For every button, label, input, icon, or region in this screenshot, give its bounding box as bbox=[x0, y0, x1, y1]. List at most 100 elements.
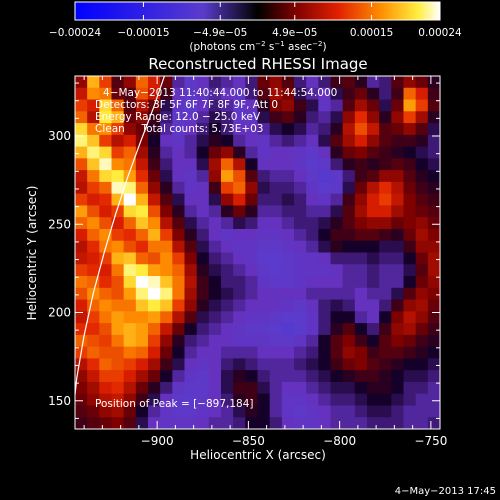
heatmap-cell bbox=[184, 99, 198, 112]
heatmap-cell bbox=[184, 334, 198, 348]
heatmap-cell bbox=[427, 111, 440, 124]
heatmap-cell bbox=[391, 405, 405, 418]
heatmap-cell bbox=[318, 381, 332, 395]
heatmap-cell bbox=[233, 358, 246, 371]
heatmap-cell bbox=[221, 217, 234, 230]
heatmap-cell bbox=[367, 146, 380, 159]
heatmap-cell bbox=[294, 170, 307, 183]
heatmap-cell bbox=[75, 111, 88, 124]
heatmap-cell bbox=[354, 170, 368, 183]
heatmap-cell bbox=[221, 87, 234, 101]
annotation-clean: Clean Total counts: 5.73E+03 bbox=[95, 123, 264, 135]
heatmap-cell bbox=[135, 240, 149, 254]
heatmap-cell bbox=[221, 158, 234, 171]
heatmap-cell bbox=[184, 287, 198, 301]
heatmap-cell bbox=[318, 276, 332, 289]
heatmap-cell bbox=[306, 417, 319, 429]
heatmap-cell bbox=[427, 370, 440, 383]
heatmap-cell bbox=[172, 205, 186, 218]
heatmap-cell bbox=[415, 252, 429, 265]
heatmap-cell bbox=[172, 323, 186, 336]
heatmap-cell bbox=[75, 311, 88, 324]
heatmap-cell bbox=[184, 381, 198, 395]
heatmap-cell bbox=[160, 346, 173, 359]
heatmap-cell bbox=[196, 205, 210, 218]
heatmap-cell bbox=[294, 205, 307, 218]
heatmap-cell bbox=[354, 111, 368, 124]
heatmap-cell bbox=[391, 87, 405, 101]
heatmap-cell bbox=[172, 370, 186, 383]
heatmap-cell bbox=[135, 158, 149, 171]
heatmap-cell bbox=[367, 134, 380, 148]
heatmap-cell bbox=[367, 346, 380, 359]
heatmap-cell bbox=[75, 181, 88, 195]
heatmap-cell bbox=[135, 381, 149, 395]
heatmap-cell bbox=[318, 393, 332, 407]
heatmap-cell bbox=[403, 299, 417, 312]
heatmap-cell bbox=[99, 205, 113, 218]
heatmap-cell bbox=[111, 299, 125, 312]
heatmap-cell bbox=[427, 76, 440, 89]
heatmap-cell bbox=[342, 346, 356, 359]
heatmap-cell bbox=[354, 99, 368, 112]
heatmap-cell bbox=[342, 99, 356, 112]
heatmap-cell bbox=[379, 240, 392, 254]
heatmap-cell bbox=[123, 323, 137, 336]
heatmap-cell bbox=[306, 134, 319, 148]
heatmap-cell bbox=[342, 123, 356, 136]
heatmap-cell bbox=[233, 217, 246, 230]
heatmap-cell bbox=[123, 264, 137, 277]
heatmap-cell bbox=[196, 323, 210, 336]
heatmap-cell bbox=[172, 334, 186, 348]
heatmap-cell bbox=[233, 346, 246, 359]
heatmap-cell bbox=[245, 405, 259, 418]
heatmap-cell bbox=[245, 381, 259, 395]
heatmap-cell bbox=[269, 334, 283, 348]
heatmap-cell bbox=[123, 370, 137, 383]
heatmap-cell bbox=[281, 193, 295, 207]
heatmap-cell bbox=[245, 123, 259, 136]
heatmap-cell bbox=[415, 264, 429, 277]
heatmap-cell bbox=[221, 205, 234, 218]
heatmap-cell bbox=[135, 299, 149, 312]
heatmap-cell bbox=[294, 299, 307, 312]
heatmap-cell bbox=[221, 417, 234, 429]
heatmap-cell bbox=[342, 405, 356, 418]
heatmap-cell bbox=[391, 346, 405, 359]
heatmap-cell bbox=[111, 205, 125, 218]
heatmap-cell bbox=[196, 193, 210, 207]
heatmap-cell bbox=[221, 134, 234, 148]
heatmap-cell bbox=[160, 240, 173, 254]
heatmap-cell bbox=[354, 205, 368, 218]
heatmap-cell bbox=[196, 381, 210, 395]
heatmap-cell bbox=[87, 87, 100, 101]
heatmap-cell bbox=[148, 264, 161, 277]
heatmap-cell bbox=[294, 358, 307, 371]
heatmap-cell bbox=[415, 205, 429, 218]
heatmap-cell bbox=[257, 193, 271, 207]
heatmap-cell bbox=[123, 311, 137, 324]
heatmap-cell bbox=[318, 334, 332, 348]
heatmap-cell bbox=[318, 264, 332, 277]
heatmap-cell bbox=[148, 287, 161, 301]
heatmap-cell bbox=[111, 346, 125, 359]
colorbar-tick-label: 0.00024 bbox=[418, 27, 462, 39]
heatmap-cell bbox=[184, 181, 198, 195]
heatmap-cell bbox=[294, 123, 307, 136]
heatmap-cell bbox=[354, 370, 368, 383]
heatmap-cell bbox=[269, 87, 283, 101]
heatmap-cell bbox=[75, 358, 88, 371]
heatmap-cell bbox=[403, 264, 417, 277]
heatmap-cell bbox=[294, 134, 307, 148]
heatmap-cell bbox=[294, 405, 307, 418]
heatmap-cell bbox=[318, 205, 332, 218]
heatmap-cell bbox=[415, 146, 429, 159]
heatmap-cell bbox=[379, 417, 392, 429]
heatmap-cell bbox=[330, 370, 344, 383]
heatmap-cell bbox=[123, 76, 137, 89]
heatmap-cell bbox=[306, 334, 319, 348]
heatmap-cell bbox=[379, 217, 392, 230]
heatmap-cell bbox=[111, 252, 125, 265]
heatmap-cell bbox=[160, 358, 173, 371]
heatmap-cell bbox=[233, 299, 246, 312]
